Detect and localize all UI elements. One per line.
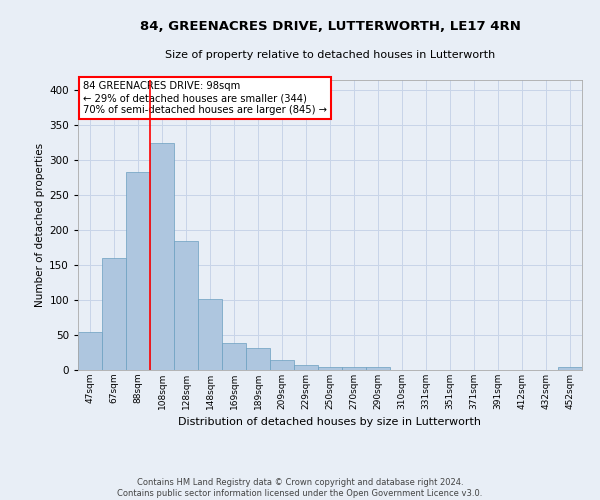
X-axis label: Distribution of detached houses by size in Lutterworth: Distribution of detached houses by size … [179, 418, 482, 428]
Text: 84, GREENACRES DRIVE, LUTTERWORTH, LE17 4RN: 84, GREENACRES DRIVE, LUTTERWORTH, LE17 … [140, 20, 520, 33]
Bar [102, 258, 126, 370]
Bar [366, 367, 390, 370]
Bar [126, 172, 150, 370]
Bar [246, 348, 270, 370]
Bar [318, 367, 342, 370]
Bar [222, 344, 246, 370]
Bar [198, 298, 222, 370]
Text: Size of property relative to detached houses in Lutterworth: Size of property relative to detached ho… [165, 50, 495, 60]
Bar [270, 360, 294, 370]
Bar [294, 365, 318, 370]
Text: Contains HM Land Registry data © Crown copyright and database right 2024.
Contai: Contains HM Land Registry data © Crown c… [118, 478, 482, 498]
Bar [174, 242, 198, 370]
Bar [558, 367, 582, 370]
Bar [342, 367, 366, 370]
Bar [78, 332, 102, 370]
Y-axis label: Number of detached properties: Number of detached properties [35, 143, 45, 307]
Text: 84 GREENACRES DRIVE: 98sqm
← 29% of detached houses are smaller (344)
70% of sem: 84 GREENACRES DRIVE: 98sqm ← 29% of deta… [83, 82, 327, 114]
Bar [150, 143, 174, 370]
